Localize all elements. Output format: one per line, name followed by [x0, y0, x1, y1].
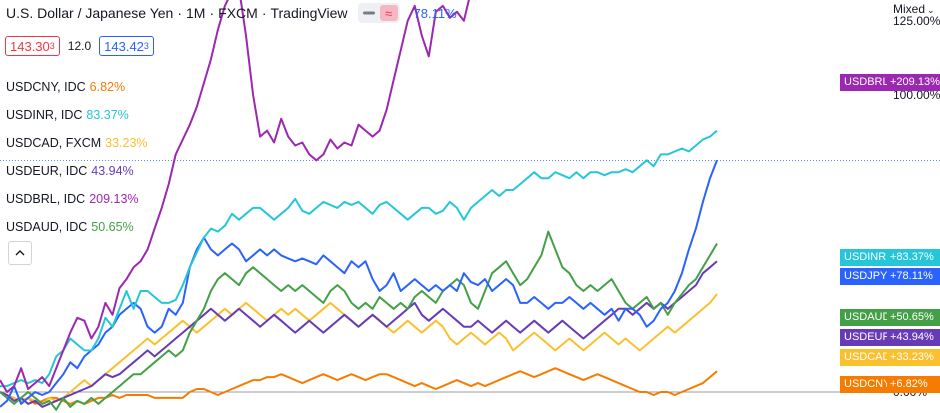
- series-label-symbol: USDCAD: [840, 349, 895, 366]
- series-label-symbol: USDINR: [840, 249, 891, 266]
- series-label-percent: +50.65%: [887, 309, 940, 326]
- platform-label: TradingView: [270, 5, 348, 21]
- series-label-symbol: USDAUD: [840, 309, 895, 326]
- series-layer: [0, 0, 718, 411]
- series-label-symbol: USDCNY: [840, 376, 895, 393]
- chart-title-bar: U.S. Dollar / Japanese Yen · 1M · FXCM ·…: [6, 3, 457, 23]
- series-label-percent: +6.82%: [887, 376, 940, 393]
- series-label-symbol: USDEUR: [840, 329, 895, 346]
- series-label-percent: +43.94%: [887, 329, 940, 346]
- legend-symbol: USDINR, IDC: [6, 108, 83, 122]
- scale-mode-menu[interactable]: Mixed ⌄: [893, 2, 935, 16]
- series-line-usdinr[interactable]: [0, 129, 718, 388]
- legend-value: 33.23%: [105, 136, 148, 150]
- series-line-usdjpy[interactable]: [0, 159, 718, 408]
- legend-value: 209.13%: [89, 192, 139, 206]
- series-label-percent: +83.37%: [887, 249, 940, 266]
- legend-value: 6.82%: [89, 80, 126, 94]
- y-tick-label: 100.00%: [893, 88, 940, 102]
- symbol-title[interactable]: U.S. Dollar / Japanese Yen: [6, 5, 174, 21]
- series-line-usdbrl[interactable]: [0, 0, 717, 393]
- series-label-percent: +209.13%: [887, 74, 940, 91]
- legend-item[interactable]: USDCNY, IDC 6.82%: [6, 80, 125, 94]
- approx-icon[interactable]: ≈: [379, 5, 398, 21]
- eye-icon[interactable]: [360, 5, 378, 21]
- legend-item[interactable]: USDEUR, IDC 43.94%: [6, 164, 134, 178]
- legend-symbol: USDEUR, IDC: [6, 164, 88, 178]
- source-label: FXCM: [218, 5, 258, 21]
- legend-value: 50.65%: [91, 220, 134, 234]
- series-line-usdcny[interactable]: [0, 367, 718, 405]
- series-controls: ≈: [357, 3, 400, 23]
- series-label-symbol: USDJPY: [840, 268, 892, 285]
- legend-item[interactable]: USDBRL, IDC 209.13%: [6, 192, 139, 206]
- sell-price-button[interactable]: 143.30 3: [5, 36, 60, 56]
- collapse-legend-button[interactable]: [8, 241, 32, 265]
- legend-symbol: USDCAD, FXCM: [6, 136, 102, 150]
- legend-value: 43.94%: [91, 164, 134, 178]
- buy-price-button[interactable]: 143.42 3: [99, 36, 154, 56]
- legend-value: 83.37%: [86, 108, 129, 122]
- y-tick-label: 125.00%: [893, 13, 940, 28]
- title-separator: ·: [209, 5, 215, 21]
- legend-item[interactable]: USDINR, IDC 83.37%: [6, 108, 129, 122]
- series-label-percent: +78.11%: [887, 268, 940, 285]
- chevron-down-icon: ⌄: [927, 5, 935, 15]
- chevron-up-icon: [15, 250, 25, 256]
- legend-symbol: USDBRL, IDC: [6, 192, 86, 206]
- series-line-usdeur[interactable]: [0, 260, 718, 408]
- title-separator: ·: [261, 5, 267, 21]
- series-label-symbol: USDBRL: [840, 74, 893, 91]
- spread-value: 12.0: [67, 39, 92, 53]
- price-boxes: 143.30 3 12.0 143.42 3: [5, 36, 154, 56]
- last-price-guide-layer: [0, 159, 940, 393]
- series-label-percent: +33.23%: [887, 349, 940, 366]
- interval-label[interactable]: 1M: [186, 5, 206, 21]
- legend-symbol: USDAUD, IDC: [6, 220, 88, 234]
- legend-item[interactable]: USDAUD, IDC 50.65%: [6, 220, 134, 234]
- main-change-percent: 78.11%: [413, 5, 457, 21]
- series-line-usdaud[interactable]: [0, 230, 718, 411]
- legend-symbol: USDCNY, IDC: [6, 80, 86, 94]
- legend-item[interactable]: USDCAD, FXCM 33.23%: [6, 136, 148, 150]
- title-separator: ·: [177, 5, 183, 21]
